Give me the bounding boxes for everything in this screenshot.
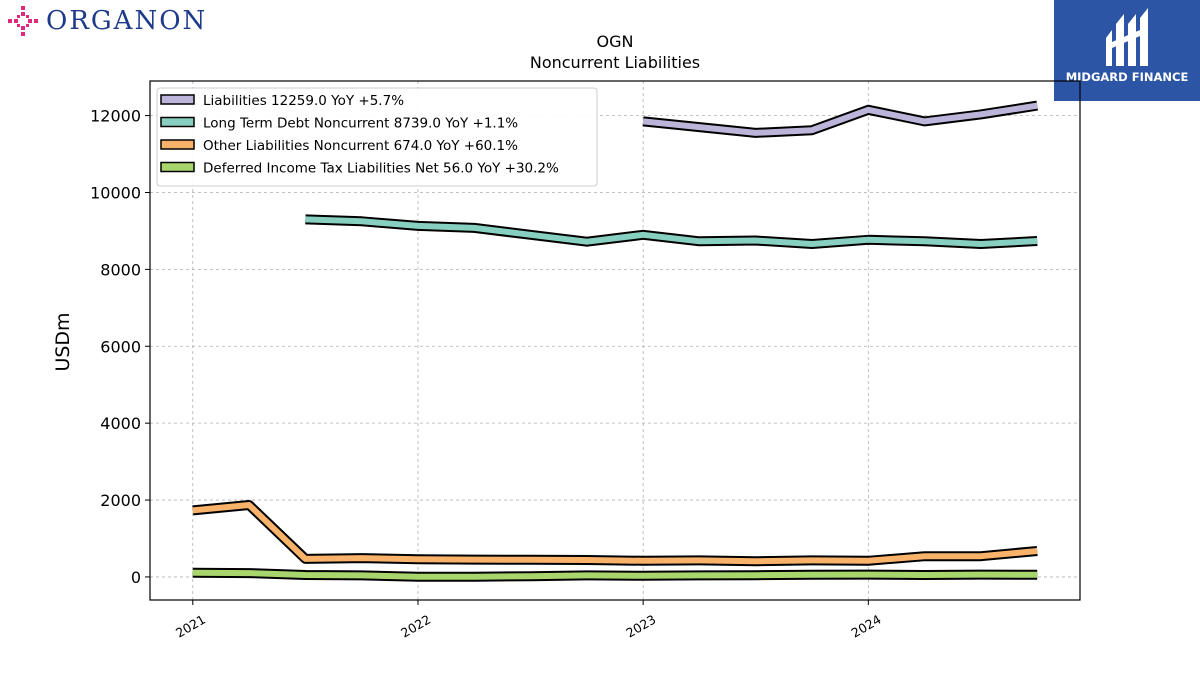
series-line xyxy=(642,102,1038,136)
y-tick-label: 10000 xyxy=(90,183,141,202)
y-tick-label: 2000 xyxy=(100,491,141,510)
organon-logo: ORGANON xyxy=(6,4,207,38)
series-layer xyxy=(192,100,1038,582)
x-tick-label: 2021 xyxy=(173,612,208,641)
y-tick-label: 6000 xyxy=(100,337,141,356)
legend: Liabilities 12259.0 YoY +5.7% Long Term D… xyxy=(156,87,598,187)
plot-frame xyxy=(149,80,1081,601)
legend-label: Other Liabilities Noncurrent 674.0 YoY +… xyxy=(203,138,518,154)
series-0 xyxy=(642,100,1038,138)
series-line xyxy=(305,216,1038,247)
series-1 xyxy=(305,214,1038,249)
organon-mark-icon xyxy=(8,6,38,36)
grid xyxy=(150,81,1080,600)
y-tick-label: 0 xyxy=(131,568,141,587)
series-line-outline xyxy=(192,500,1038,567)
legend-label: Deferred Income Tax Liabilities Net 56.0… xyxy=(203,161,559,177)
midgard-wordmark: MIDGARD FINANCE xyxy=(1065,70,1189,84)
y-axis-label: USDm xyxy=(52,312,74,371)
chart-title: OGN xyxy=(597,32,634,51)
y-tick-label: 8000 xyxy=(100,260,141,279)
y-tick-label: 4000 xyxy=(100,414,141,433)
legend-swatch xyxy=(160,94,195,105)
legend-label: Liabilities 12259.0 YoY +5.7% xyxy=(203,93,404,109)
series-line xyxy=(192,569,1038,580)
y-tick-label: 12000 xyxy=(90,107,141,126)
legend-swatch xyxy=(160,116,195,128)
midgard-finance-logo: MIDGARD FINANCE xyxy=(1054,0,1200,101)
x-tick-label: 2022 xyxy=(398,612,433,641)
axis-ticks: 0 2000 4000 6000 8000 10000 12000 2021 2022 2023 2… xyxy=(90,107,884,641)
series-3 xyxy=(192,567,1038,582)
legend-label: Long Term Debt Noncurrent 8739.0 YoY +1.… xyxy=(203,116,518,132)
legend-swatch xyxy=(160,161,195,173)
chart-subtitle: Noncurrent Liabilities xyxy=(530,53,700,72)
midgard-mark-icon xyxy=(1106,8,1148,66)
legend-box xyxy=(156,87,598,187)
x-tick-label: 2023 xyxy=(623,612,658,641)
series-2 xyxy=(192,500,1038,567)
legend-swatch xyxy=(160,139,195,150)
series-line xyxy=(192,502,1038,565)
x-tick-label: 2024 xyxy=(849,612,884,641)
organon-wordmark: ORGANON xyxy=(46,6,208,36)
